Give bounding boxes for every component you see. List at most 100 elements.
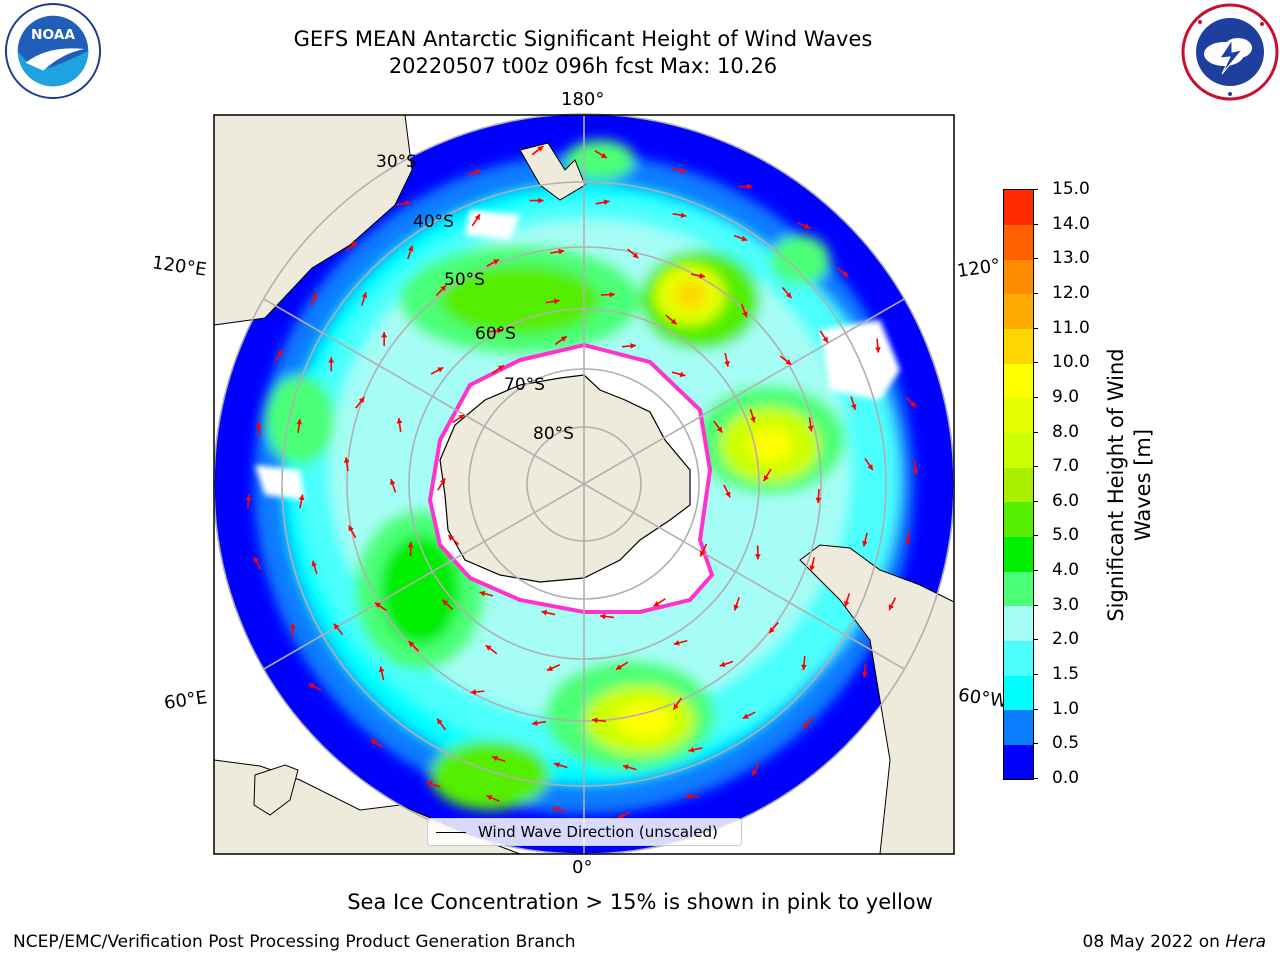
- wave-direction-arrow: [545, 298, 560, 305]
- wave-direction-arrow: [864, 458, 874, 471]
- wave-direction-arrow: [622, 764, 637, 771]
- wave-direction-arrow: [673, 639, 688, 646]
- colorbar-tick-label: 14.0: [1052, 213, 1090, 234]
- date-text: 08 May 2022 on: [1082, 932, 1220, 952]
- wave-direction-arrow: [888, 597, 897, 611]
- wave-direction-arrow: [274, 349, 284, 362]
- colorbar-tick: [1033, 189, 1038, 190]
- map-legend: Wind Wave Direction (unscaled): [427, 818, 742, 846]
- wave-direction-arrow: [875, 338, 881, 353]
- lat-label-60s: 60°S: [475, 324, 516, 344]
- colorbar-tick-label: 5.0: [1052, 525, 1080, 546]
- colorbar-segment: [1004, 675, 1033, 711]
- wave-direction-arrow: [488, 327, 503, 334]
- wave-direction-arrow: [763, 468, 772, 482]
- lat-label-50s: 50°S: [444, 270, 485, 290]
- wave-direction-arrow: [396, 417, 403, 432]
- lat-label-70s: 70°S: [504, 375, 545, 395]
- wave-direction-arrow: [802, 717, 814, 729]
- noaa-logo-text: NOAA: [31, 27, 75, 43]
- colorbar-tick-label: 3.0: [1052, 594, 1080, 615]
- wave-direction-arrow: [672, 697, 683, 711]
- wave-direction-arrow: [553, 762, 568, 769]
- wave-direction-arrow: [531, 145, 544, 156]
- colorbar-tick-label: 11.0: [1052, 317, 1090, 338]
- wave-direction-arrow: [374, 602, 387, 612]
- wave-direction-arrow: [600, 291, 615, 298]
- colorbar: [1003, 189, 1034, 780]
- wave-direction-arrow: [289, 623, 296, 638]
- wave-direction-arrow: [801, 656, 807, 671]
- wave-direction-arrow: [685, 793, 700, 800]
- wave-direction-arrow: [699, 543, 708, 557]
- colorbar-segment: [1004, 363, 1033, 399]
- wave-direction-arrow: [531, 720, 547, 726]
- wave-direction-arrow: [345, 241, 358, 252]
- wave-direction-arrow: [396, 200, 411, 206]
- wave-direction-arrow: [688, 746, 703, 753]
- wave-direction-arrow: [430, 366, 444, 375]
- wave-direction-arrow: [749, 408, 756, 423]
- colorbar-segment: [1004, 640, 1033, 676]
- wave-direction-arrow: [862, 532, 868, 547]
- wave-direction-arrow: [724, 352, 730, 367]
- wave-direction-arrow: [819, 330, 829, 344]
- wave-direction-arrow: [837, 267, 849, 278]
- wave-direction-arrow: [436, 718, 447, 731]
- colorbar-tick-label: 15.0: [1052, 179, 1090, 199]
- legend-line-swatch: [436, 832, 466, 833]
- wave-direction-arrow: [621, 343, 636, 349]
- wave-direction-arrow: [486, 794, 500, 803]
- colorbar-tick: [1033, 535, 1038, 537]
- wave-direction-arrow: [594, 149, 608, 159]
- colorbar-tick-label: 7.0: [1052, 456, 1080, 477]
- wave-direction-arrow: [407, 245, 414, 260]
- wave-direction-arrow: [905, 530, 911, 545]
- wave-direction-arrow: [441, 599, 454, 610]
- colorbar-tick: [1033, 466, 1038, 468]
- wave-direction-arrow: [552, 806, 567, 813]
- wave-direction-arrow: [742, 711, 756, 720]
- wave-direction-arrow: [296, 418, 303, 433]
- wave-direction-arrow: [253, 556, 262, 570]
- wave-direction-arrow: [408, 640, 420, 652]
- colorbar-tick-label: 13.0: [1052, 248, 1090, 269]
- colorbar-tick-label: 0.0: [1052, 768, 1080, 788]
- wave-direction-arrow: [370, 738, 383, 748]
- colorbar-segment: [1004, 293, 1033, 330]
- wave-direction-arrow: [466, 169, 481, 176]
- colorbar-tick: [1033, 674, 1038, 676]
- wave-direction-arrow: [554, 335, 568, 346]
- colorbar-tick: [1033, 639, 1038, 641]
- colorbar-tick-label: 0.5: [1052, 733, 1080, 754]
- colorbar-segment: [1004, 224, 1033, 260]
- colorbar-segment: [1004, 467, 1033, 503]
- wave-direction-arrow: [426, 781, 441, 788]
- wave-direction-arrow: [541, 609, 556, 616]
- wave-direction-arrow: [815, 489, 822, 504]
- wave-direction-arrow: [738, 183, 753, 190]
- wave-direction-arrow: [615, 661, 629, 671]
- wave-direction-arrow: [671, 167, 686, 174]
- wave-direction-arrow: [381, 332, 388, 347]
- credit-line: NCEP/EMC/Verification Post Processing Pr…: [13, 932, 576, 952]
- wave-direction-arrow: [751, 762, 760, 776]
- wave-direction-arrow: [665, 314, 678, 325]
- wave-direction-arrow: [245, 494, 252, 509]
- wave-direction-arrow: [595, 199, 610, 206]
- wave-direction-arrow: [479, 590, 494, 597]
- colorbar-tick-label: 1.0: [1052, 698, 1080, 719]
- wave-direction-arrow: [529, 197, 544, 204]
- wave-direction-arrow: [546, 664, 561, 672]
- colorbar-tick-label: 4.0: [1052, 560, 1080, 581]
- colorbar-title: Significant Height of Wind Waves [m]: [1103, 320, 1157, 650]
- colorbar-title-line1: Significant Height of Wind: [1104, 348, 1128, 622]
- wave-direction-arrow: [768, 621, 779, 634]
- colorbar-tick: [1033, 223, 1038, 225]
- wave-direction-arrow: [754, 545, 761, 560]
- wave-direction-arrow: [298, 494, 305, 509]
- colorbar-tick: [1033, 778, 1038, 779]
- colorbar-tick: [1033, 292, 1038, 294]
- wave-direction-arrow: [861, 663, 868, 678]
